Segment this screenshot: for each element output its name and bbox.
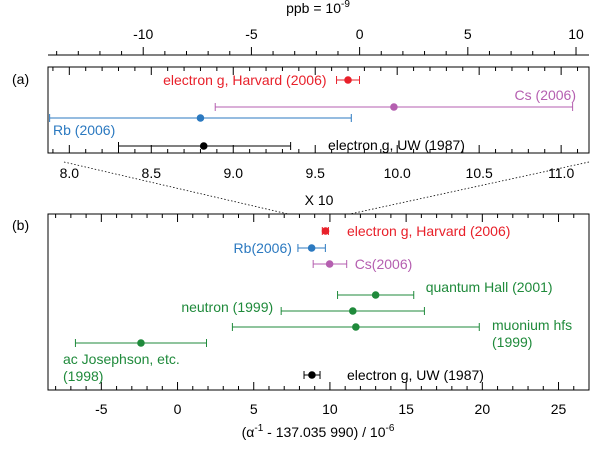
data-marker: [348, 307, 357, 315]
panel-b-frame: [47, 213, 590, 391]
panel-a-tick-label: 10.0: [384, 165, 411, 181]
point-label: electron g, UW (1987): [347, 367, 484, 383]
panel-b-x-ticks: -5 0 5 10 15 20 25: [55, 214, 590, 417]
panel-b-point: electron g, UW (1987): [303, 367, 484, 383]
x-axis-title-exp1: -1: [254, 423, 263, 434]
panel-a-tick-label: 9.5: [305, 165, 325, 181]
panel-b-point: quantum Hall (2001): [337, 279, 553, 299]
top-tick-label: 5: [464, 26, 472, 42]
zoom-line-right: [349, 161, 590, 215]
panel-a-point: Cs (2006): [214, 87, 576, 111]
top-axis-title-text: ppb = 10: [286, 0, 341, 16]
top-tick-label: 0: [356, 26, 364, 42]
panel-b-tick-label: 15: [398, 401, 414, 417]
data-marker: [321, 227, 330, 235]
point-label: electron g, Harvard (2006): [347, 223, 510, 239]
panel-b-tick-label: 20: [475, 401, 491, 417]
zoom-factor-label: X 10: [305, 192, 334, 208]
point-label: Cs (2006): [515, 87, 576, 103]
data-marker: [308, 371, 316, 379]
panel-a-tick-label: 8.0: [60, 165, 80, 181]
panel-b-points: electron g, Harvard (2006) Rb(2006) Cs(200…: [63, 223, 572, 384]
panel-a-label: (a): [12, 71, 29, 87]
panel-a-tick-label: 8.5: [142, 165, 162, 181]
x-axis-title-part1: (α: [242, 424, 255, 440]
panel-b-tick-label: 0: [174, 401, 182, 417]
top-ppb-axis: ppb = 10-9 -10 -5 0 5 10: [48, 0, 589, 56]
data-marker: [390, 103, 398, 111]
point-label: neutron (1999): [181, 299, 273, 315]
data-marker: [352, 323, 360, 331]
panel-a-points: electron g, Harvard (2006) Cs (2006) Rb (2…: [49, 72, 576, 153]
top-tick-label: -10: [133, 26, 153, 42]
panel-a-tick-label: 10.5: [466, 165, 493, 181]
data-marker: [344, 76, 352, 84]
panel-a-tick-label: 9.0: [224, 165, 244, 181]
panel-a-x-ticks: 8.0 8.5 9.0 9.5 10.0 10.5 11.0: [52, 67, 579, 181]
point-label: quantum Hall (2001): [426, 279, 553, 295]
panel-b-x-axis-title: (α-1 - 137.035 990) / 10-6: [242, 423, 395, 440]
data-marker: [325, 260, 334, 268]
point-label: muonium hfs: [492, 317, 572, 333]
point-label: electron g, Harvard (2006): [163, 72, 326, 88]
panel-b-tick-label: 5: [250, 401, 258, 417]
panel-a-frame: [47, 66, 590, 154]
zoom-line-left: [63, 161, 289, 215]
point-label: ac Josephson, etc.: [63, 351, 180, 367]
point-label: (1998): [63, 368, 103, 384]
point-label: (1999): [492, 334, 532, 350]
panel-b-point: neutron (1999): [181, 299, 425, 315]
point-label: Cs(2006): [355, 256, 413, 272]
panel-b-point: Cs(2006): [312, 256, 413, 272]
panel-b-point: muonium hfs(1999): [231, 317, 572, 350]
panel-b-tick-label: -5: [95, 401, 108, 417]
point-label: Rb (2006): [53, 122, 115, 138]
data-marker: [137, 339, 145, 347]
panel-a-point: Rb (2006): [49, 114, 352, 138]
data-marker: [371, 291, 380, 299]
panel-b-tick-label: 25: [551, 401, 567, 417]
panel-b-tick-label: 10: [322, 401, 338, 417]
data-marker: [307, 244, 316, 252]
top-axis-title-exponent: -9: [341, 0, 350, 10]
x-axis-title-exp2: -6: [385, 423, 394, 434]
panel-b-point: ac Josephson, etc.(1998): [63, 339, 207, 384]
x-axis-title-part2: - 137.035 990) / 10: [263, 424, 385, 440]
panel-b-label: (b): [12, 217, 29, 233]
panel-a-tick-label: 11.0: [548, 165, 574, 181]
data-marker: [196, 114, 205, 122]
panel-b-point: Rb(2006): [234, 240, 326, 256]
point-label: electron g, UW (1987): [328, 137, 465, 153]
panel-b-point: electron g, Harvard (2006): [321, 223, 510, 239]
panel-a-point: electron g, UW (1987): [117, 137, 465, 153]
top-tick-label: 10: [568, 26, 584, 42]
top-axis-title: ppb = 10-9: [286, 0, 350, 16]
top-tick-label: -5: [245, 26, 258, 42]
data-marker: [199, 142, 208, 150]
point-label: Rb(2006): [234, 240, 292, 256]
top-axis-ticks: -10 -5 0 5 10: [56, 26, 584, 55]
panel-a-point: electron g, Harvard (2006): [163, 72, 360, 88]
